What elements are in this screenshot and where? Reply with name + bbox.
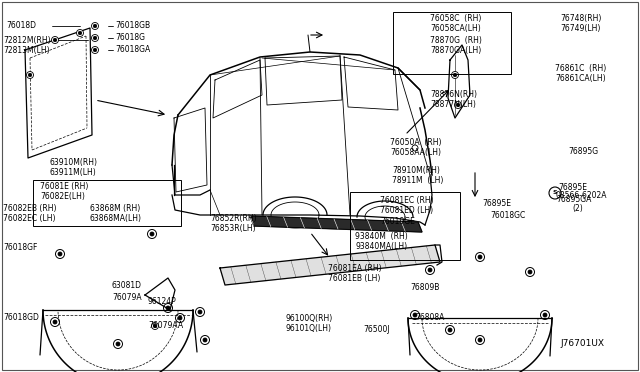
Circle shape — [528, 270, 532, 274]
Text: 78876N(RH): 78876N(RH) — [430, 90, 477, 99]
Text: 08566-6202A: 08566-6202A — [555, 192, 607, 201]
Circle shape — [150, 232, 154, 236]
Text: 76852R(RH): 76852R(RH) — [210, 214, 257, 222]
Text: 76895E: 76895E — [482, 199, 511, 208]
Text: 93840M  (RH): 93840M (RH) — [355, 232, 408, 241]
Circle shape — [92, 46, 99, 54]
Bar — [33, 180, 181, 226]
Text: 76809B: 76809B — [410, 283, 440, 292]
Circle shape — [58, 252, 62, 256]
Circle shape — [413, 313, 417, 317]
Circle shape — [53, 38, 57, 42]
Text: 76018GF: 76018GF — [3, 244, 37, 253]
Text: 76082EC (LH): 76082EC (LH) — [3, 214, 56, 222]
Circle shape — [456, 103, 460, 107]
Text: 63868MA(LH): 63868MA(LH) — [90, 214, 142, 222]
Text: 72812M(RH): 72812M(RH) — [3, 35, 51, 45]
Text: 76082EB (RH): 76082EB (RH) — [3, 203, 56, 212]
Circle shape — [78, 31, 82, 35]
Text: 76895E: 76895E — [558, 183, 587, 192]
Circle shape — [478, 338, 482, 342]
Circle shape — [28, 73, 32, 77]
Bar — [350, 192, 460, 260]
Circle shape — [198, 310, 202, 314]
Circle shape — [77, 29, 83, 36]
Text: 96100Q(RH): 96100Q(RH) — [285, 314, 332, 323]
Text: 76861CA(LH): 76861CA(LH) — [555, 74, 605, 83]
Text: 63081D: 63081D — [112, 282, 142, 291]
Circle shape — [116, 342, 120, 346]
Circle shape — [92, 22, 99, 29]
Circle shape — [153, 324, 157, 328]
Text: 76018GC: 76018GC — [490, 212, 525, 221]
Circle shape — [428, 268, 432, 272]
Text: S: S — [553, 190, 557, 196]
Text: 63910M(RH): 63910M(RH) — [50, 158, 98, 167]
Text: 78877N(LH): 78877N(LH) — [430, 100, 476, 109]
Circle shape — [453, 73, 457, 77]
Text: 76861C  (RH): 76861C (RH) — [555, 64, 606, 73]
Text: 78870GA(LH): 78870GA(LH) — [430, 45, 481, 55]
Circle shape — [178, 316, 182, 320]
Text: 76081ED (LH): 76081ED (LH) — [380, 205, 433, 215]
Text: 76895GA: 76895GA — [556, 196, 591, 205]
Text: 72813M(LH): 72813M(LH) — [3, 45, 50, 55]
Text: 76748(RH): 76748(RH) — [560, 13, 602, 22]
Text: 76018G: 76018G — [115, 33, 145, 42]
Circle shape — [451, 71, 458, 78]
Text: 78911M  (LH): 78911M (LH) — [392, 176, 444, 185]
Text: 63868M (RH): 63868M (RH) — [90, 203, 140, 212]
Text: 96101Q(LH): 96101Q(LH) — [285, 324, 331, 333]
Circle shape — [152, 323, 159, 330]
Circle shape — [51, 36, 58, 44]
Circle shape — [53, 320, 57, 324]
Polygon shape — [220, 245, 440, 285]
Circle shape — [93, 48, 97, 52]
Text: J76701UX: J76701UX — [560, 340, 604, 349]
Text: 76018GB: 76018GB — [115, 22, 150, 31]
Text: 76081EC (RH): 76081EC (RH) — [380, 196, 434, 205]
Circle shape — [454, 102, 461, 109]
Text: 76853R(LH): 76853R(LH) — [210, 224, 255, 232]
Text: 76808A: 76808A — [415, 314, 444, 323]
Text: 96124P: 96124P — [148, 298, 177, 307]
Circle shape — [478, 255, 482, 259]
Circle shape — [166, 306, 170, 310]
Polygon shape — [250, 216, 422, 232]
Text: 76081EB (LH): 76081EB (LH) — [328, 273, 380, 282]
Text: 76018GA: 76018GA — [115, 45, 150, 55]
Text: 76058CA(LH): 76058CA(LH) — [430, 23, 481, 32]
Text: (2): (2) — [572, 203, 583, 212]
Text: 76050A  (RH): 76050A (RH) — [390, 138, 442, 147]
Text: 76018GD: 76018GD — [3, 314, 39, 323]
Text: 76058AA(LH): 76058AA(LH) — [390, 148, 441, 157]
Text: 76058C  (RH): 76058C (RH) — [430, 13, 481, 22]
Text: 76081E (RH): 76081E (RH) — [40, 182, 88, 190]
Text: 76019GE: 76019GE — [380, 218, 415, 227]
Circle shape — [543, 313, 547, 317]
Text: 76018D: 76018D — [6, 22, 36, 31]
Text: 76079A: 76079A — [112, 294, 141, 302]
Circle shape — [92, 35, 99, 42]
Bar — [393, 12, 511, 74]
Text: 63911M(LH): 63911M(LH) — [50, 169, 97, 177]
Text: 76081EA (RH): 76081EA (RH) — [328, 263, 381, 273]
Circle shape — [93, 36, 97, 40]
Text: 76079AA: 76079AA — [148, 321, 183, 330]
Text: 78910M(RH): 78910M(RH) — [392, 166, 440, 174]
Circle shape — [448, 328, 452, 332]
Text: 76500J: 76500J — [363, 326, 390, 334]
Text: 76082E(LH): 76082E(LH) — [40, 192, 85, 201]
Text: 78870G  (RH): 78870G (RH) — [430, 35, 482, 45]
Text: 76749(LH): 76749(LH) — [560, 23, 600, 32]
Circle shape — [26, 71, 33, 78]
Circle shape — [93, 24, 97, 28]
Circle shape — [203, 338, 207, 342]
Text: 93840MA(LH): 93840MA(LH) — [355, 243, 407, 251]
Text: 76895G: 76895G — [568, 148, 598, 157]
